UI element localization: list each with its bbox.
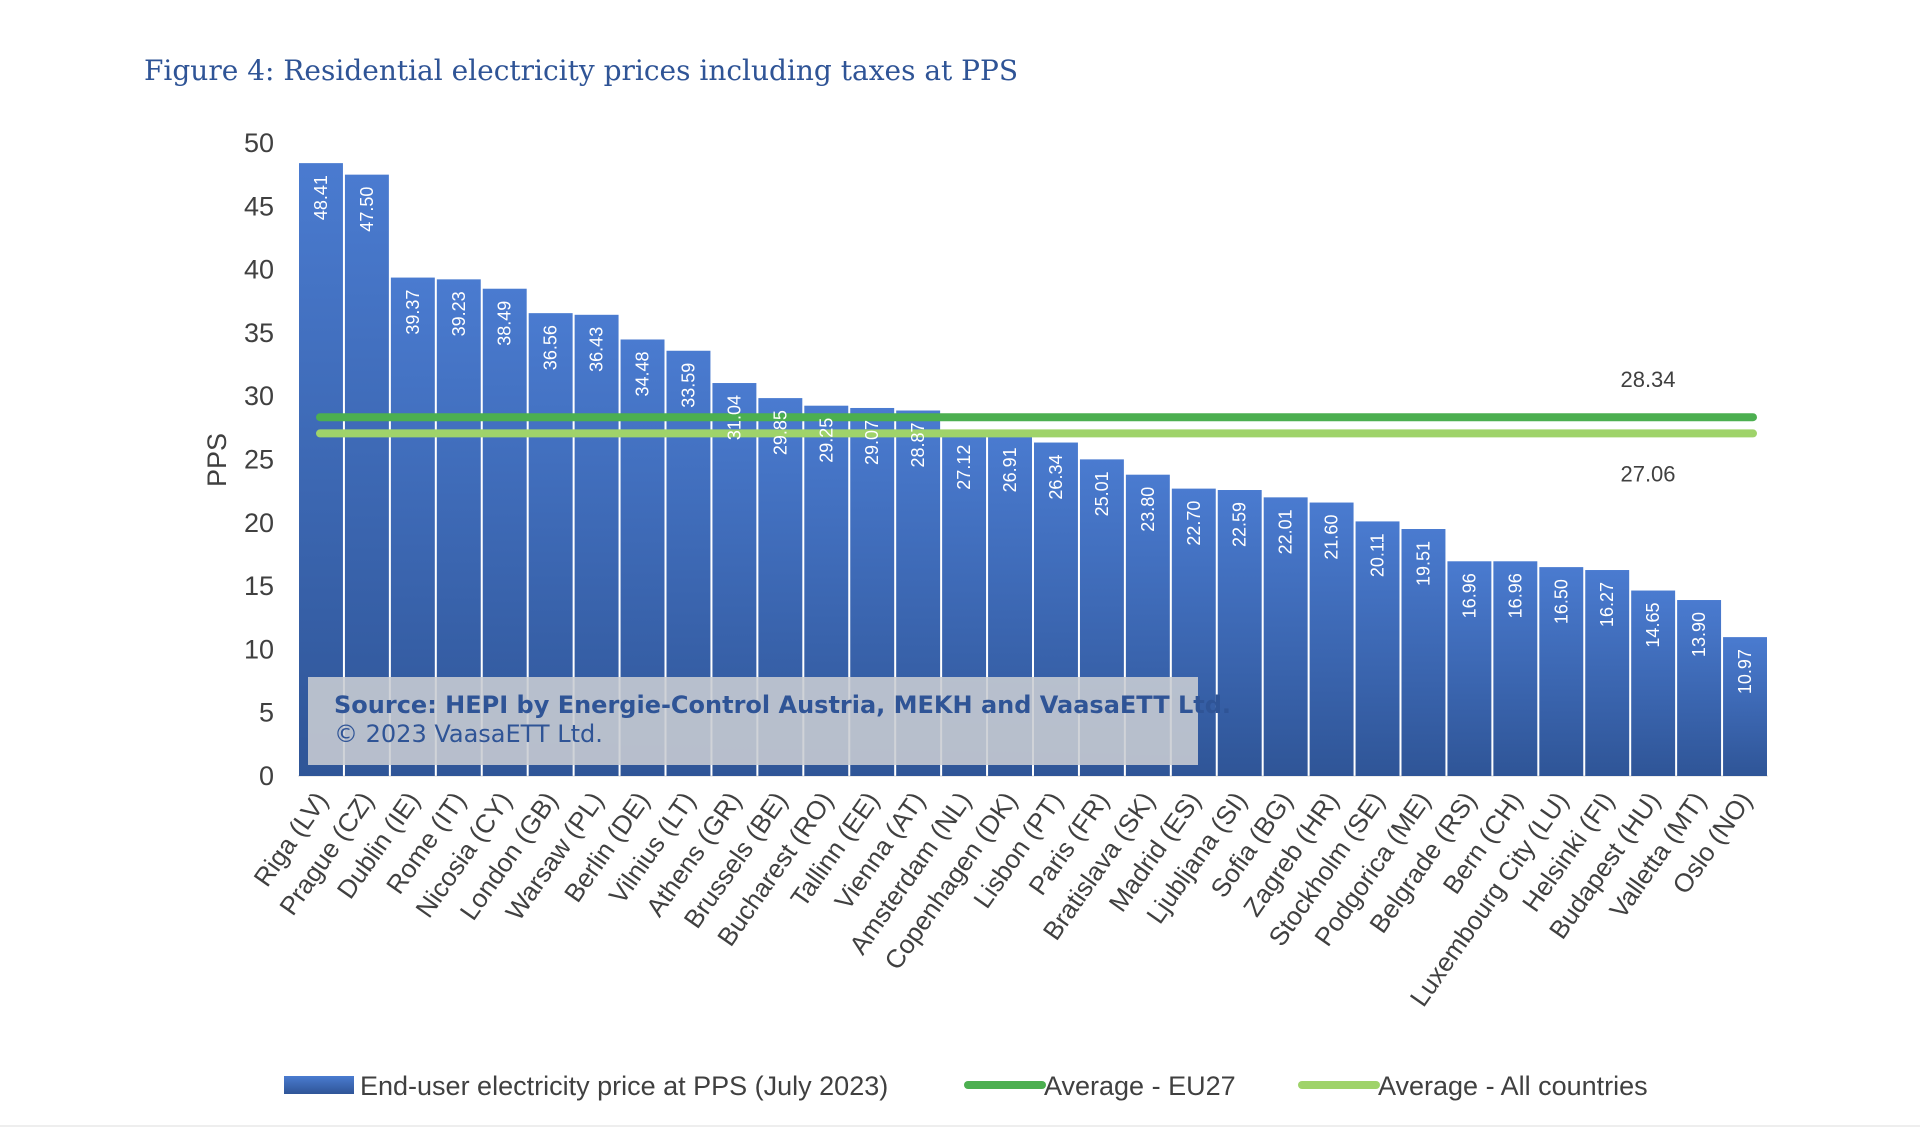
bar-value-label: 36.56 — [541, 325, 561, 370]
bar-value-label: 13.90 — [1689, 612, 1709, 657]
source-line-1: Source: HEPI by Energie-Control Austria,… — [334, 691, 1231, 719]
y-axis-title: PPS — [202, 433, 232, 487]
bar — [1401, 529, 1446, 776]
bar — [1217, 490, 1262, 776]
bar-value-label: 10.97 — [1735, 649, 1755, 694]
bar — [1493, 561, 1538, 776]
bar — [1677, 600, 1722, 776]
bar-value-label: 16.96 — [1459, 573, 1479, 618]
y-tick-label: 40 — [244, 255, 274, 285]
bar — [1539, 567, 1584, 776]
bar — [1355, 521, 1400, 776]
bar-value-label: 22.59 — [1230, 502, 1250, 547]
bar-value-label: 27.12 — [954, 445, 974, 490]
source-box-background — [308, 677, 1198, 765]
y-tick-label: 15 — [244, 571, 274, 601]
y-tick-label: 0 — [259, 761, 274, 791]
y-tick-label: 20 — [244, 508, 274, 538]
bar — [1309, 502, 1354, 776]
average-eu27-label: 28.34 — [1620, 367, 1675, 392]
bar — [1263, 497, 1308, 776]
bar-value-label: 20.11 — [1368, 533, 1388, 577]
bar-value-label: 21.60 — [1322, 515, 1342, 560]
legend-label-bar: End-user electricity price at PPS (July … — [360, 1071, 888, 1101]
bar-value-label: 33.59 — [678, 363, 698, 408]
bar-value-label: 29.25 — [816, 418, 836, 463]
legend-label-all: Average - All countries — [1378, 1071, 1648, 1101]
bar-value-label: 16.50 — [1551, 579, 1571, 624]
bar-value-label: 36.43 — [587, 327, 607, 372]
legend-swatch-bar — [284, 1076, 354, 1094]
bar — [299, 163, 343, 776]
y-tick-label: 45 — [244, 191, 274, 221]
source-box: Source: HEPI by Energie-Control Austria,… — [308, 677, 1231, 765]
bar-value-label: 23.80 — [1138, 487, 1158, 532]
bar-value-label: 19.51 — [1413, 541, 1433, 586]
bar-value-label: 25.01 — [1092, 471, 1112, 516]
source-line-2: © 2023 VaasaETT Ltd. — [334, 720, 603, 748]
bar — [1585, 570, 1630, 776]
bar-value-label: 29.85 — [770, 410, 790, 455]
y-tick-label: 10 — [244, 634, 274, 664]
legend: End-user electricity price at PPS (July … — [284, 1071, 1648, 1101]
bar-value-label: 47.50 — [357, 187, 377, 232]
bar-value-label: 14.65 — [1643, 603, 1663, 648]
bar-value-label: 16.96 — [1505, 573, 1525, 618]
bar-value-label: 28.87 — [908, 423, 928, 468]
y-tick-label: 25 — [244, 445, 274, 475]
bar-value-label: 31.04 — [724, 395, 744, 440]
bar — [1723, 637, 1767, 776]
bar-value-label: 29.07 — [862, 420, 882, 465]
bar — [1631, 590, 1676, 776]
bar-value-label: 48.41 — [311, 175, 331, 220]
y-tick-label: 50 — [244, 128, 274, 158]
bar — [1447, 561, 1492, 776]
bar-value-label: 26.91 — [1000, 447, 1020, 492]
bar-value-label: 39.23 — [449, 291, 469, 336]
average-all-countries-label: 27.06 — [1620, 461, 1675, 486]
y-tick-label: 5 — [259, 698, 274, 728]
y-tick-label: 35 — [244, 318, 274, 348]
legend-label-eu27: Average - EU27 — [1044, 1071, 1236, 1101]
figure-title: Figure 4: Residential electricity prices… — [144, 54, 1018, 87]
bar-value-label: 22.01 — [1276, 509, 1296, 554]
bar-value-label: 22.70 — [1184, 501, 1204, 546]
bar-value-labels: 48.41 47.50 39.37 39.23 38.49 36.56 36.43 34.48… — [311, 175, 1755, 694]
bar — [344, 174, 389, 776]
bar-value-label: 39.37 — [403, 290, 423, 335]
bar-value-label: 38.49 — [495, 301, 515, 346]
y-tick-label: 30 — [244, 381, 274, 411]
average-lines: 28.34 27.06 — [316, 367, 1757, 486]
bar-value-label: 34.48 — [633, 351, 653, 396]
bar-value-label: 16.27 — [1597, 582, 1617, 627]
x-axis-category-labels: Riga (LV)Prague (CZ)Dublin (IE)Rome (IT)… — [247, 786, 1758, 1012]
bar-value-label: 26.34 — [1046, 455, 1066, 500]
